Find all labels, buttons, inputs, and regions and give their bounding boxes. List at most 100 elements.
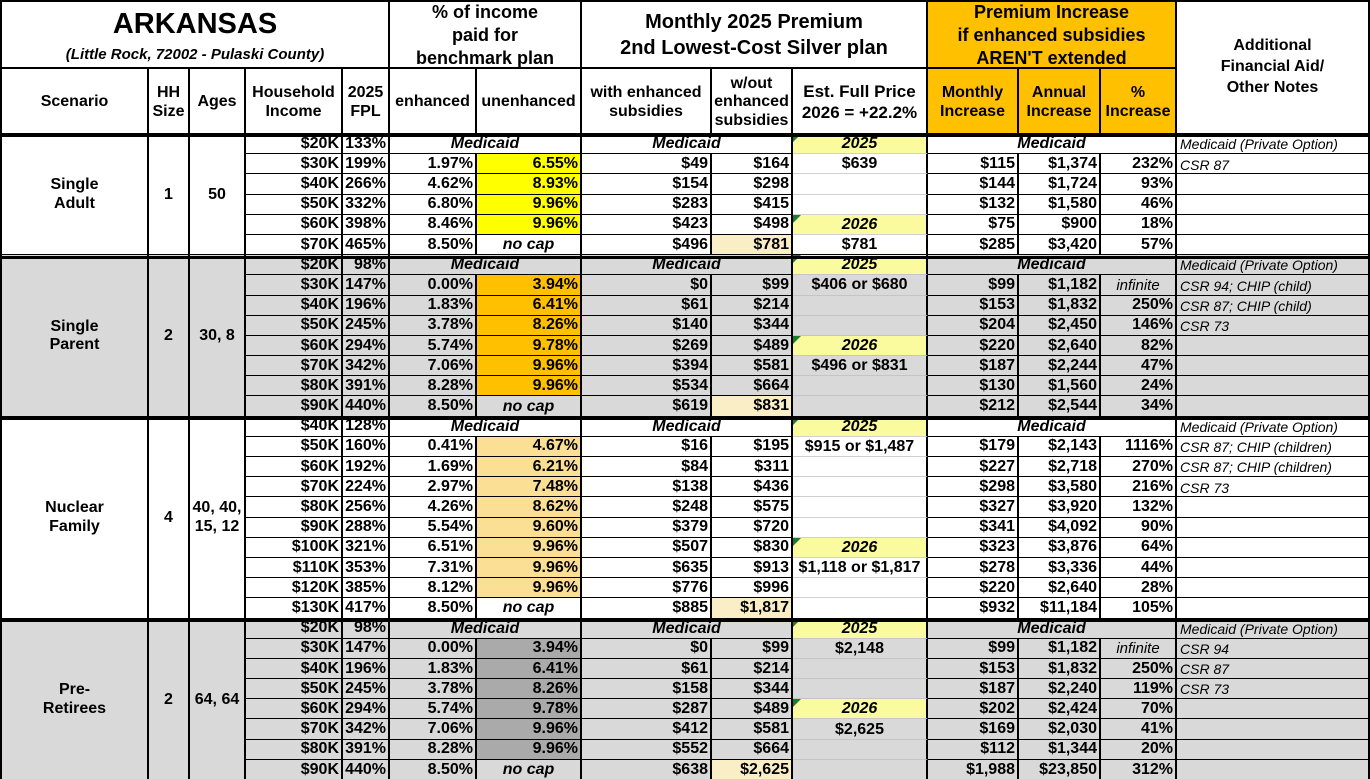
pct-increase-cell: 250%: [1101, 658, 1177, 680]
full-price-cell: $639: [793, 154, 928, 175]
fpl-cell: 147%: [343, 275, 390, 296]
enhanced-pct-cell: 1.69%: [390, 457, 477, 478]
without-subsidies-cell: $831: [712, 396, 793, 417]
col-header-pct-increase: % Increase: [1101, 69, 1177, 134]
unenhanced-pct-cell: 8.93%: [477, 174, 582, 195]
income-cell: $50K: [246, 315, 343, 336]
enhanced-pct-cell: 8.46%: [390, 214, 477, 235]
annual-increase-cell: $3,420: [1019, 234, 1101, 256]
unenhanced-pct-cell: 9.96%: [477, 356, 582, 377]
enhanced-pct-cell: 7.31%: [390, 557, 477, 579]
monthly-increase-cell: $227: [928, 457, 1019, 478]
without-subsidies-cell: $498: [712, 214, 793, 235]
note-cell: CSR 94: [1177, 638, 1368, 659]
full-price-cell: 2026: [793, 335, 928, 357]
medicaid-premium-cell: Medicaid: [582, 416, 793, 437]
medicaid-premium-cell: Medicaid: [582, 255, 793, 276]
fpl-cell: 224%: [343, 477, 390, 498]
unenhanced-pct-cell: 4.67%: [477, 436, 582, 457]
medicaid-pct-income-cell: Medicaid: [390, 416, 582, 437]
medicaid-pct-income-cell: Medicaid: [390, 134, 582, 155]
unenhanced-pct-cell: 9.96%: [477, 537, 582, 558]
enhanced-pct-cell: 8.50%: [390, 598, 477, 619]
note-cell: [1177, 335, 1368, 357]
full-price-cell: $496 or $831: [793, 356, 928, 377]
pct-increase-cell: 44%: [1101, 557, 1177, 579]
income-cell: $60K: [246, 699, 343, 720]
unenhanced-pct-cell: 6.55%: [477, 154, 582, 175]
full-price-cell: 2025: [793, 416, 928, 437]
enhanced-pct-cell: 8.50%: [390, 234, 477, 256]
hh-size-cell: 1: [149, 134, 190, 256]
monthly-increase-cell: $323: [928, 537, 1019, 558]
annual-increase-cell: $2,244: [1019, 356, 1101, 377]
unenhanced-pct-cell: 8.62%: [477, 497, 582, 518]
income-cell: $70K: [246, 234, 343, 256]
green-flag-icon: [793, 618, 801, 627]
scenario-cell: Pre- Retirees: [2, 618, 149, 779]
fpl-cell: 266%: [343, 174, 390, 195]
full-price-cell: 2026: [793, 537, 928, 558]
monthly-increase-cell: $1,988: [928, 759, 1019, 779]
income-cell: $40K: [246, 174, 343, 195]
unenhanced-pct-cell: 9.96%: [477, 578, 582, 599]
monthly-increase-cell: $202: [928, 699, 1019, 720]
note-cell: [1177, 376, 1368, 397]
without-subsidies-cell: $996: [712, 578, 793, 599]
note-cell: [1177, 699, 1368, 720]
without-subsidies-cell: $311: [712, 457, 793, 478]
without-subsidies-cell: $344: [712, 315, 793, 336]
state-title: ARKANSAS: [112, 8, 278, 41]
col-header-enhanced: enhanced: [390, 69, 477, 134]
unenhanced-pct-cell: 9.96%: [477, 739, 582, 760]
note-cell: [1177, 356, 1368, 377]
without-subsidies-cell: $720: [712, 517, 793, 538]
income-cell: $130K: [246, 598, 343, 619]
with-subsidies-cell: $638: [582, 759, 712, 779]
full-price-cell: $2,148: [793, 638, 928, 659]
annual-increase-cell: $2,544: [1019, 396, 1101, 417]
income-cell: $30K: [246, 154, 343, 175]
monthly-increase-cell: $153: [928, 295, 1019, 316]
fpl-cell: 417%: [343, 598, 390, 619]
green-flag-icon: [793, 214, 801, 223]
green-flag-icon: [793, 416, 801, 425]
enhanced-pct-cell: 8.12%: [390, 578, 477, 599]
full-price-cell: [793, 739, 928, 760]
note-cell: CSR 87; CHIP (children): [1177, 437, 1368, 457]
note-cell: Medicaid (Private Option): [1177, 255, 1368, 276]
annual-increase-cell: $3,336: [1019, 557, 1101, 579]
ages-cell: 64, 64: [190, 618, 246, 779]
without-subsidies-cell: $344: [712, 679, 793, 700]
col-header-without-subsidies: w/out enhanced subsidies: [712, 69, 793, 134]
annual-increase-cell: $2,143: [1019, 436, 1101, 457]
scenario-cell: Single Parent: [2, 255, 149, 417]
full-price-cell: 2025: [793, 255, 928, 276]
with-subsidies-cell: $885: [582, 598, 712, 619]
unenhanced-pct-cell: 8.26%: [477, 315, 582, 336]
with-subsidies-cell: $49: [582, 154, 712, 175]
unenhanced-pct-cell: 9.96%: [477, 194, 582, 215]
green-flag-icon: [793, 699, 801, 708]
monthly-increase-cell: $99: [928, 275, 1019, 296]
with-subsidies-cell: $61: [582, 658, 712, 680]
annual-increase-cell: $2,718: [1019, 457, 1101, 478]
note-cell: [1177, 538, 1368, 558]
premium-increase-header: Premium Increase if enhanced subsidies ARE…: [928, 2, 1177, 69]
pct-increase-cell: 146%: [1101, 315, 1177, 336]
with-subsidies-cell: $84: [582, 457, 712, 478]
with-subsidies-cell: $635: [582, 557, 712, 579]
monthly-increase-cell: $179: [928, 436, 1019, 457]
col-header-hh-size: HH Size: [149, 69, 190, 134]
monthly-increase-cell: $220: [928, 335, 1019, 357]
note-cell: [1177, 598, 1368, 619]
full-price-cell: $1,118 or $1,817: [793, 557, 928, 579]
fpl-cell: 391%: [343, 376, 390, 397]
with-subsidies-cell: $16: [582, 436, 712, 457]
income-cell: $80K: [246, 497, 343, 518]
scenario-cell: Single Adult: [2, 134, 149, 256]
green-flag-icon: [793, 134, 801, 142]
col-header-with-subsidies: with enhanced subsidies: [582, 69, 712, 134]
annual-increase-cell: $1,580: [1019, 194, 1101, 215]
